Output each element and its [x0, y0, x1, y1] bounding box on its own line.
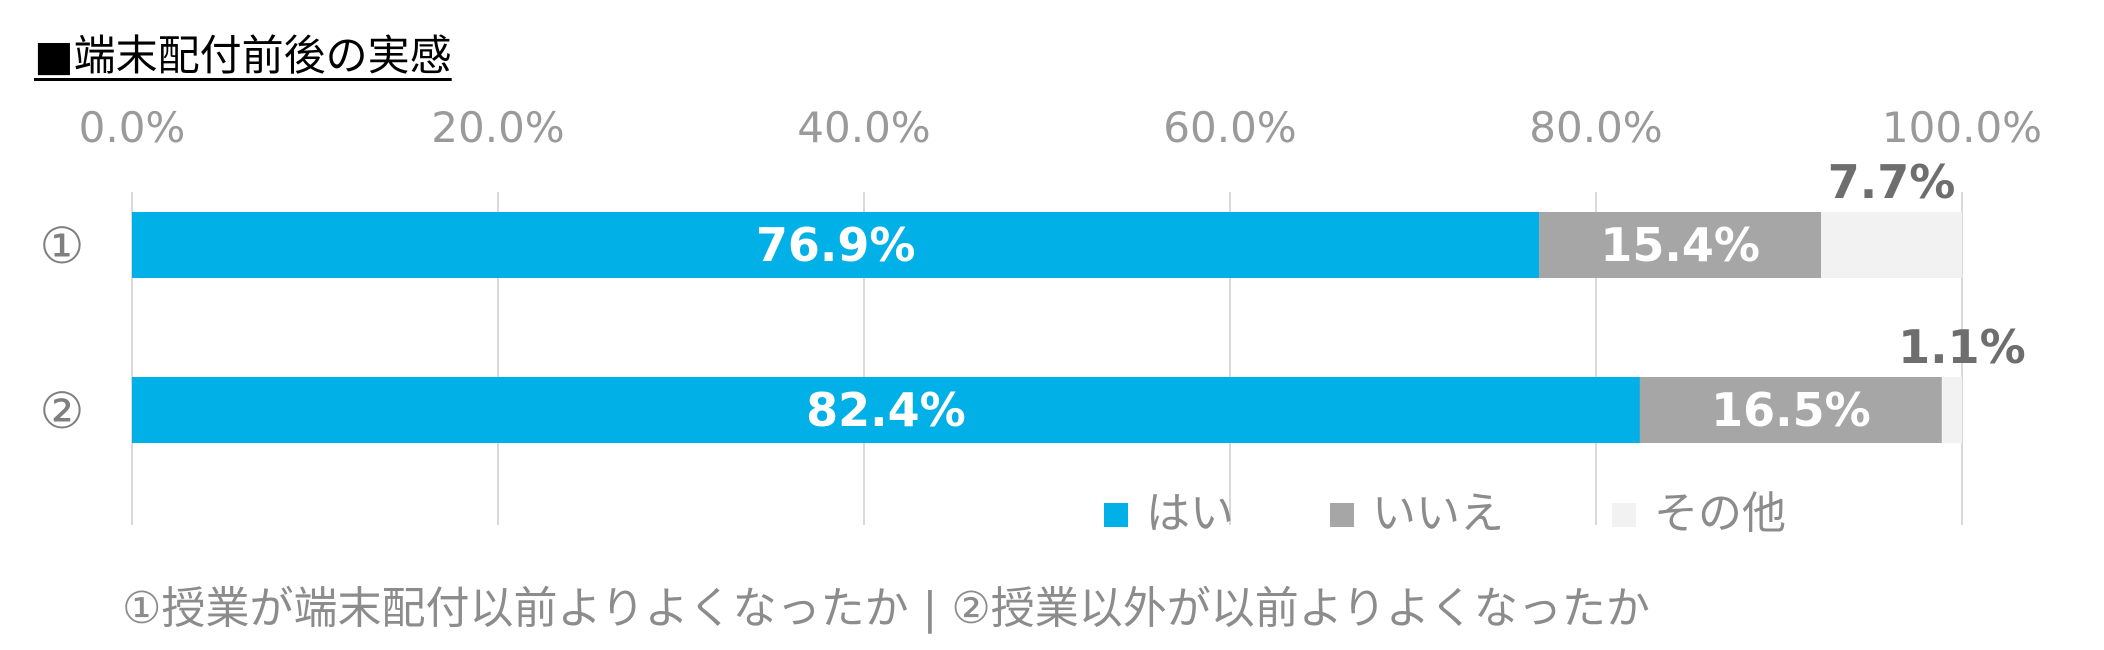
bar-segment	[132, 377, 1640, 443]
x-tick-label: 20.0%	[431, 103, 564, 152]
y-category-label: ①	[40, 217, 85, 275]
x-tick-label: 100.0%	[1882, 103, 2042, 152]
x-tick-label: 0.0%	[79, 103, 186, 152]
data-label: 1.1%	[1898, 320, 2026, 374]
legend-swatch	[1104, 503, 1128, 527]
y-category-label: ②	[40, 382, 85, 440]
data-label: 82.4%	[806, 383, 966, 437]
legend-label: その他	[1654, 488, 1786, 539]
data-label: 7.7%	[1828, 155, 1956, 209]
legend-swatch	[1612, 503, 1636, 527]
bar-segment	[132, 212, 1540, 278]
bar-segment	[1821, 212, 1962, 278]
data-label: 76.9%	[756, 218, 916, 272]
footnote: ①授業が端末配付以前よりよくなったか | ②授業以外が以前よりよくなったか	[122, 583, 1650, 634]
x-tick-label: 60.0%	[1163, 103, 1296, 152]
legend-label: はい	[1146, 488, 1234, 539]
data-label: 15.4%	[1600, 218, 1760, 272]
x-tick-label: 80.0%	[1529, 103, 1662, 152]
legend-label: いいえ	[1372, 488, 1504, 539]
x-tick-label: 40.0%	[797, 103, 930, 152]
bar-segment	[1941, 377, 1962, 443]
data-label: 16.5%	[1711, 383, 1871, 437]
bar-segment	[1539, 212, 1822, 278]
legend-swatch	[1330, 503, 1354, 527]
bar-segment	[1639, 377, 1942, 443]
stacked-bar-chart: 0.0% 20.0% 40.0% 60.0% 80.0% 100.0% ① ② 76.9% 15.…	[40, 103, 2042, 539]
chart-title: ■端末配付前後の実感	[34, 31, 452, 80]
